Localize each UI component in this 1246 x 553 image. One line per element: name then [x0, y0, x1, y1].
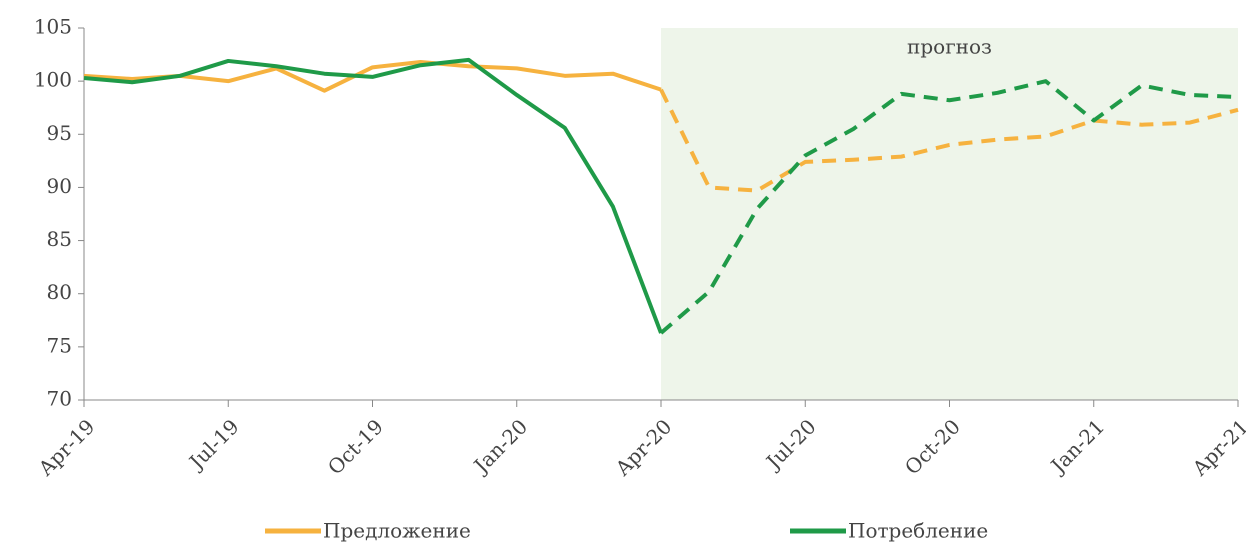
y-tick-label: 70	[47, 387, 72, 411]
forecast-label: прогноз	[907, 35, 992, 59]
y-tick-label: 85	[47, 227, 72, 251]
y-tick-label: 80	[47, 280, 72, 304]
x-tick-label: Jul-20	[760, 414, 820, 474]
line	[83, 57, 663, 334]
y-tick-label: 75	[47, 333, 72, 357]
x-tick-label: Jan-21	[1045, 414, 1109, 478]
x-tick-label: Oct-20	[900, 414, 965, 479]
x-tick-label: Apr-21	[1187, 414, 1246, 480]
y-tick-label: 105	[34, 15, 72, 39]
y-tick-label: 95	[47, 121, 72, 145]
x-tick-label: Jan-20	[468, 414, 532, 478]
legend-label: Предложение	[323, 519, 471, 543]
x-tick-label: Apr-19	[33, 414, 99, 480]
y-tick-label: 100	[34, 68, 72, 92]
forecast-region	[661, 28, 1238, 400]
forecast-line	[659, 79, 1239, 335]
forecast-line	[659, 88, 1239, 193]
x-tick-label: Apr-20	[610, 414, 676, 480]
x-tick-label: Jul-19	[183, 414, 243, 474]
y-tick-label: 90	[47, 174, 72, 198]
x-tick-label: Oct-19	[323, 414, 388, 479]
legend-label: Потребление	[848, 519, 988, 543]
